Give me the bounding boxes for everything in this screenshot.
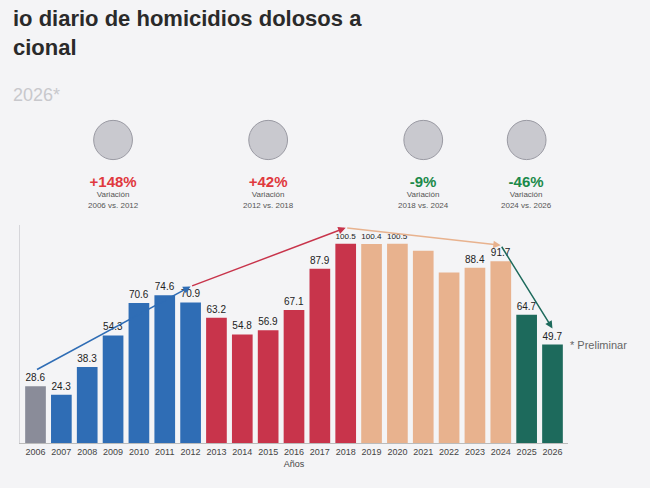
svg-text:70.6: 70.6 <box>129 289 149 300</box>
svg-text:2012: 2012 <box>181 447 201 457</box>
svg-text:Años: Años <box>284 459 305 469</box>
svg-text:2008: 2008 <box>77 447 97 457</box>
svg-text:2023: 2023 <box>465 447 485 457</box>
svg-text:100.5: 100.5 <box>335 232 356 241</box>
svg-text:2016: 2016 <box>284 447 304 457</box>
svg-text:2014: 2014 <box>232 447 252 457</box>
svg-text:2010: 2010 <box>129 447 149 457</box>
svg-text:-9%Variación2018 vs. 2024: -9%Variación2018 vs. 2024 <box>398 173 449 210</box>
svg-text:2017: 2017 <box>310 447 330 457</box>
svg-text:+148%Variación2006 vs. 2012: +148%Variación2006 vs. 2012 <box>88 173 139 210</box>
svg-text:54.3: 54.3 <box>103 321 123 332</box>
svg-text:2011: 2011 <box>155 447 174 457</box>
svg-text:38.3: 38.3 <box>77 353 97 364</box>
svg-text:74.6: 74.6 <box>155 281 175 292</box>
svg-text:67.1: 67.1 <box>284 296 304 307</box>
svg-text:49.7: 49.7 <box>543 331 563 342</box>
svg-text:2019: 2019 <box>362 447 382 457</box>
svg-text:2022: 2022 <box>439 447 459 457</box>
svg-text:63.2: 63.2 <box>206 304 226 315</box>
svg-text:70.9: 70.9 <box>181 288 201 299</box>
svg-text:100.4: 100.4 <box>361 232 382 241</box>
svg-text:2018: 2018 <box>336 447 356 457</box>
svg-text:2020: 2020 <box>387 447 407 457</box>
svg-text:88.4: 88.4 <box>465 254 485 265</box>
svg-text:-46%Variación2024 vs. 2026: -46%Variación2024 vs. 2026 <box>501 173 552 210</box>
svg-text:2013: 2013 <box>206 447 226 457</box>
svg-text:2026: 2026 <box>542 447 562 457</box>
svg-text:91.7: 91.7 <box>491 247 511 258</box>
svg-text:87.9: 87.9 <box>310 255 330 266</box>
svg-text:24.3: 24.3 <box>51 381 71 392</box>
svg-text:64.7: 64.7 <box>517 301 537 312</box>
svg-text:+42%Variación2012 vs. 2018: +42%Variación2012 vs. 2018 <box>243 173 294 210</box>
svg-text:2024: 2024 <box>491 447 511 457</box>
svg-text:2009: 2009 <box>103 447 123 457</box>
svg-text:* Preliminar: * Preliminar <box>570 339 627 351</box>
svg-text:2026*: 2026* <box>13 85 60 105</box>
svg-text:2025: 2025 <box>517 447 537 457</box>
svg-text:2006: 2006 <box>25 447 45 457</box>
svg-text:io diario de homicidios doloso: io diario de homicidios dolosos acional <box>13 6 362 60</box>
svg-text:100.5: 100.5 <box>387 232 408 241</box>
svg-text:56.9: 56.9 <box>258 316 278 327</box>
svg-text:2015: 2015 <box>258 447 278 457</box>
svg-text:2021: 2021 <box>413 447 433 457</box>
svg-text:2007: 2007 <box>51 447 71 457</box>
svg-text:28.6: 28.6 <box>26 372 46 383</box>
svg-text:54.8: 54.8 <box>232 320 252 331</box>
